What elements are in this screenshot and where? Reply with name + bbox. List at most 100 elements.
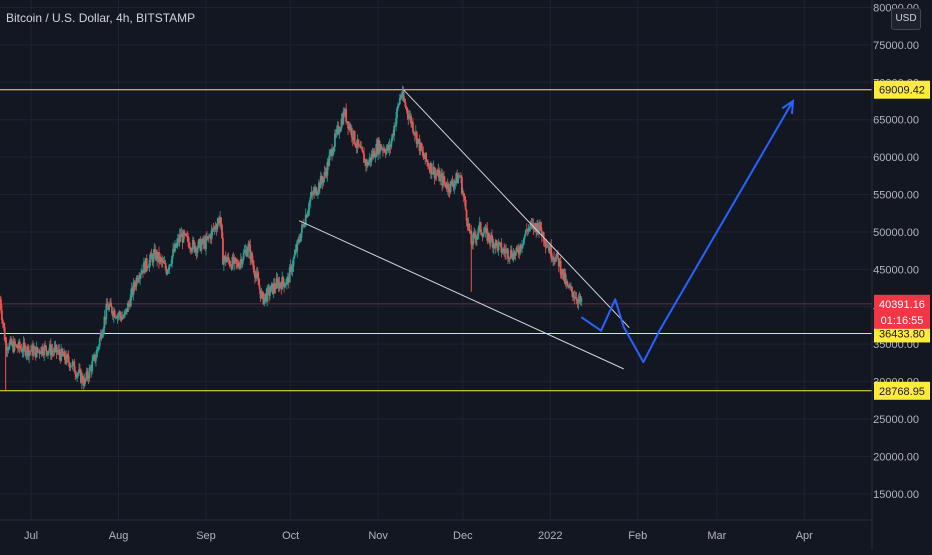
candle-body	[138, 278, 141, 280]
candle-body	[239, 259, 242, 263]
candle-body	[417, 138, 420, 140]
candle-body	[545, 245, 548, 247]
candle-body	[468, 223, 471, 232]
candle-body	[208, 235, 211, 237]
y-tick-label: 75000.00	[873, 40, 919, 52]
candle-body	[156, 251, 158, 261]
candle-body	[88, 367, 91, 379]
candle-body	[500, 243, 503, 253]
candle-body	[248, 243, 251, 246]
candle-body	[182, 231, 185, 243]
candle-body	[141, 270, 143, 274]
candle-body	[213, 226, 216, 230]
candle-body	[222, 238, 224, 265]
candle-body	[431, 172, 434, 175]
candle-body	[79, 369, 82, 383]
y-tick-label: 20000.00	[873, 451, 919, 463]
candle-body	[481, 234, 484, 237]
candle-body	[160, 259, 163, 263]
candle-body	[5, 343, 8, 351]
candle-body	[349, 127, 352, 131]
candle-body	[294, 249, 297, 255]
x-tick-label: Oct	[282, 530, 299, 542]
candle-body	[347, 121, 349, 129]
candle-body	[237, 263, 239, 267]
candle-body	[20, 348, 23, 352]
projection-line	[580, 100, 794, 364]
candle-body	[224, 255, 227, 263]
candle-body	[326, 161, 329, 176]
candle-body	[111, 313, 114, 317]
candle-body	[400, 95, 403, 98]
candle-body	[538, 229, 540, 233]
candle-body	[547, 247, 550, 249]
candle-body	[439, 175, 442, 182]
candle-body	[74, 371, 77, 375]
candle-body	[413, 133, 416, 136]
candle-body	[207, 236, 210, 238]
candle-body	[44, 345, 47, 346]
candle-body	[124, 311, 127, 315]
candle-body	[375, 144, 378, 157]
level-price-tag-label: 28768.95	[879, 386, 925, 398]
candle-body	[466, 220, 469, 228]
candle-body	[147, 267, 150, 268]
current-price-bg	[874, 294, 930, 329]
candle-body	[445, 187, 448, 190]
candle-body	[299, 240, 301, 242]
candle-body	[506, 249, 508, 251]
candle-body	[306, 212, 309, 218]
candle-body	[93, 354, 95, 358]
candle-body	[379, 144, 381, 153]
candle-body	[380, 144, 382, 150]
candle-body	[243, 251, 246, 253]
candle-body	[319, 175, 322, 189]
candle-body	[157, 252, 159, 261]
candle-body	[263, 297, 266, 305]
candle-body	[270, 285, 272, 293]
candle-body	[60, 348, 63, 361]
candle-body	[143, 261, 145, 273]
currency-button[interactable]: USD	[891, 8, 921, 30]
candle-body	[303, 225, 306, 227]
candle-body	[251, 253, 253, 262]
candle-body	[115, 317, 118, 319]
candle-body	[291, 266, 294, 272]
candle-body	[247, 243, 250, 252]
candle-body	[75, 374, 78, 378]
candle-body	[67, 356, 70, 363]
candle-body	[19, 347, 22, 349]
candle-body	[113, 310, 116, 318]
candle-body	[127, 302, 129, 312]
candle-body	[90, 367, 93, 372]
candle-body	[290, 265, 293, 272]
candle-body	[123, 314, 126, 318]
candle-body	[428, 167, 431, 173]
candle-body	[254, 272, 256, 278]
candle-body	[23, 342, 26, 346]
candle-body	[95, 349, 98, 358]
candle-body	[109, 302, 111, 307]
candle-body	[301, 224, 303, 233]
candle-body	[497, 242, 500, 251]
candle-body	[139, 274, 142, 279]
candle-body	[332, 152, 334, 156]
candle-body	[318, 182, 321, 189]
candle-body	[86, 371, 89, 378]
candle-body	[54, 344, 57, 348]
candle-body	[382, 148, 385, 151]
candle-body	[571, 292, 574, 298]
candle-body	[406, 108, 409, 114]
candle-body	[28, 350, 31, 357]
candle-body	[454, 180, 457, 184]
candle-body	[128, 303, 131, 307]
candle-body	[43, 345, 46, 355]
candle-body	[52, 351, 55, 353]
candle-body	[507, 249, 509, 259]
candle-body	[13, 341, 16, 352]
candle-body	[260, 292, 263, 299]
candle-body	[69, 366, 72, 368]
